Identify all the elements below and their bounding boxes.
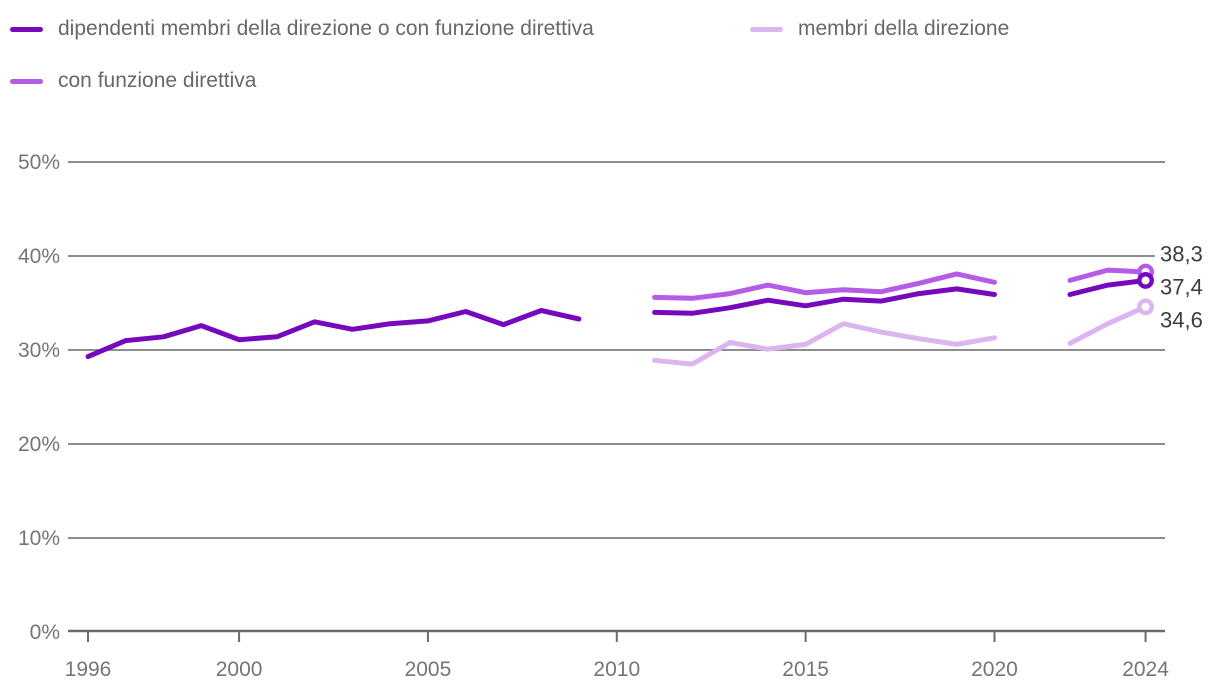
legend-label: con funzione direttiva [58, 69, 257, 92]
y-tick-label-20: 20% [18, 433, 60, 456]
x-tick-label-2005: 2005 [405, 658, 452, 681]
x-tick-label-2020: 2020 [971, 658, 1018, 681]
legend-label: dipendenti membri della direzione o con … [58, 17, 594, 40]
y-tick-label-0: 0% [30, 621, 60, 644]
legend-item-con-funzione-direttiva[interactable]: con funzione direttiva [10, 69, 256, 93]
series-line-2-seg-1[interactable] [1067, 304, 1149, 346]
end-value-label-series-2: 34,6 [1160, 307, 1203, 332]
series-line-0-seg-1[interactable] [652, 286, 997, 316]
series-line-1-seg-0[interactable] [652, 271, 997, 301]
series-line-1-seg-1[interactable] [1067, 267, 1149, 283]
value-label-bg [1155, 273, 1220, 301]
x-tick-label-2010: 2010 [593, 658, 640, 681]
y-tick-label-30: 30% [18, 339, 60, 362]
legend-swatch-dark-purple [10, 26, 43, 32]
end-marker-series-2[interactable] [1137, 298, 1154, 316]
value-label-bg [1155, 240, 1220, 268]
legend-swatch-light-purple [750, 26, 783, 32]
end-marker-series-0[interactable] [1137, 272, 1154, 289]
end-value-label-series-1: 38,3 [1160, 241, 1203, 266]
series-line-0-seg-2[interactable] [1067, 277, 1149, 297]
legend-item-dipendenti-membri-direzione-o-funzione-direttiva[interactable]: dipendenti membri della direzione o con … [10, 17, 594, 41]
series-line-0-seg-0[interactable] [85, 308, 582, 360]
x-tick-label-1996: 1996 [65, 658, 112, 681]
series-line-2-seg-0[interactable] [652, 321, 997, 367]
legend-label: membri della direzione [798, 17, 1010, 40]
end-value-label-series-0: 37,4 [1160, 274, 1203, 299]
y-tick-label-10: 10% [18, 527, 60, 550]
y-tick-label-40: 40% [18, 245, 60, 268]
legend-swatch-medium-purple [10, 78, 43, 84]
x-tick-label-2000: 2000 [216, 658, 263, 681]
value-label-bg [1155, 306, 1220, 334]
chart-legend: dipendenti membri della direzione o con … [0, 0, 1220, 110]
legend-item-membri-della-direzione[interactable]: membri della direzione [750, 17, 1009, 41]
y-tick-label-50: 50% [18, 151, 60, 174]
x-tick-label-2015: 2015 [782, 658, 829, 681]
x-tick-label-2024: 2024 [1122, 658, 1169, 681]
